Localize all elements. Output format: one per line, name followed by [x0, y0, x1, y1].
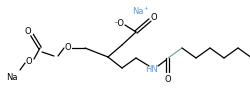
Text: O: O: [24, 26, 31, 36]
Text: ⁻O: ⁻O: [113, 19, 124, 29]
Text: O: O: [26, 58, 32, 67]
Text: HN: HN: [145, 65, 158, 74]
Text: Na: Na: [132, 7, 143, 16]
Text: O: O: [164, 74, 171, 84]
Text: O: O: [150, 13, 157, 23]
Text: Na: Na: [6, 72, 18, 81]
Text: +: +: [143, 6, 148, 10]
Text: O: O: [64, 42, 71, 52]
